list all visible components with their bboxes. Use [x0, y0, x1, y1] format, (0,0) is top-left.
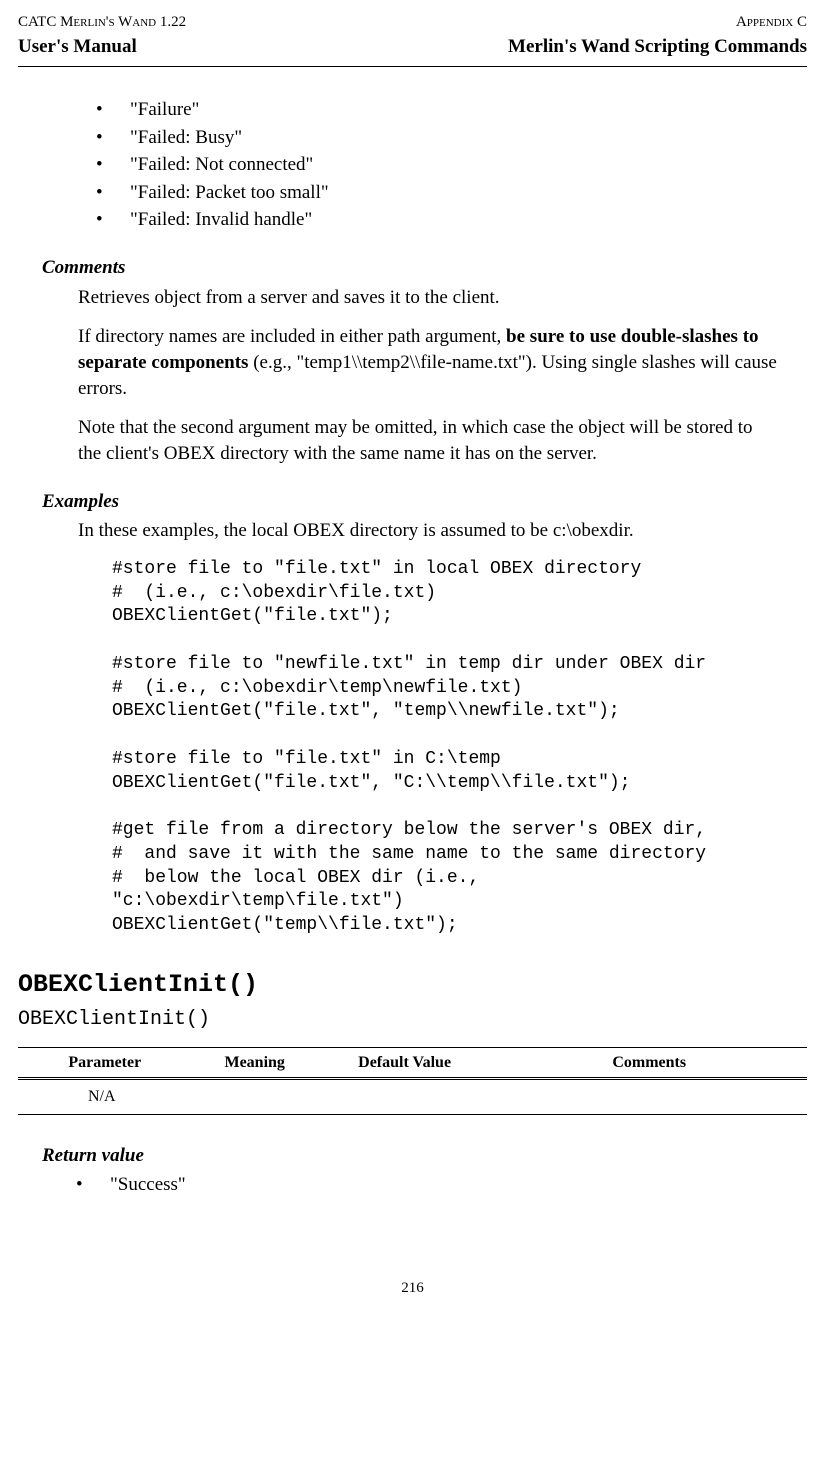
comments-para-1: Retrieves object from a server and saves…	[78, 285, 778, 311]
td-meaning	[192, 1079, 318, 1115]
th-comments: Comments	[491, 1047, 807, 1079]
td-default	[318, 1079, 492, 1115]
return-value-heading: Return value	[42, 1143, 807, 1169]
list-item: "Failed: Invalid handle"	[96, 207, 807, 233]
header-rule	[18, 66, 807, 67]
header-row2-left: User's Manual	[18, 34, 137, 60]
comments-p2-a: If directory names are included in eithe…	[78, 326, 506, 347]
th-meaning: Meaning	[192, 1047, 318, 1079]
td-comments	[491, 1079, 807, 1115]
comments-para-2: If directory names are included in eithe…	[78, 324, 778, 401]
th-default: Default Value	[318, 1047, 492, 1079]
td-parameter: N/A	[18, 1079, 192, 1115]
comments-para-3: Note that the second argument may be omi…	[78, 415, 778, 466]
failure-list: "Failure" "Failed: Busy" "Failed: Not co…	[96, 97, 807, 233]
header-top-right: Appendix C	[736, 12, 807, 32]
table-header-row: Parameter Meaning Default Value Comments	[18, 1047, 807, 1079]
list-item: "Failure"	[96, 97, 807, 123]
header-top-left: CATC Merlin's Wand 1.22	[18, 12, 186, 32]
list-item: "Failed: Packet too small"	[96, 180, 807, 206]
examples-para-1: In these examples, the local OBEX direct…	[78, 518, 778, 544]
return-value-block: "Success"	[18, 1172, 807, 1198]
function-signature: OBEXClientInit()	[18, 1006, 807, 1033]
code-block: #store file to "file.txt" in local OBEX …	[112, 558, 807, 938]
header-row2-right: Merlin's Wand Scripting Commands	[508, 34, 807, 60]
page-number: 216	[18, 1278, 807, 1298]
parameters-table: Parameter Meaning Default Value Comments…	[18, 1047, 807, 1115]
table-row: N/A	[18, 1079, 807, 1115]
list-item: "Failed: Busy"	[96, 125, 807, 151]
list-item: "Success"	[76, 1172, 807, 1198]
list-item: "Failed: Not connected"	[96, 152, 807, 178]
page-header-row2: User's Manual Merlin's Wand Scripting Co…	[18, 34, 807, 60]
return-value-list: "Success"	[76, 1172, 807, 1198]
comments-heading: Comments	[42, 255, 807, 281]
function-title: OBEXClientInit()	[18, 968, 807, 1002]
th-parameter: Parameter	[18, 1047, 192, 1079]
page-header-row1: CATC Merlin's Wand 1.22 Appendix C	[18, 12, 807, 32]
examples-heading: Examples	[42, 489, 807, 515]
